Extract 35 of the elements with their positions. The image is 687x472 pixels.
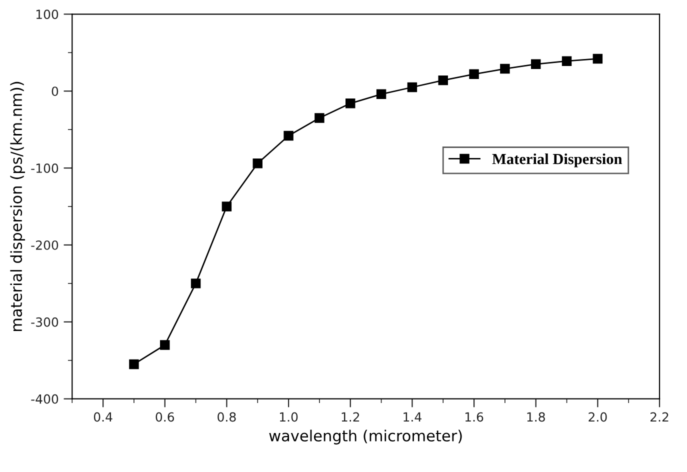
- x-tick-label: 0.8: [218, 412, 236, 422]
- point: [252, 158, 262, 168]
- point: [562, 56, 572, 66]
- x-tick-label: 1.6: [465, 412, 484, 422]
- point: [469, 69, 479, 80]
- x-tick-label: 2.0: [588, 412, 607, 422]
- x-tick-label: 0.4: [94, 412, 112, 422]
- x-axis-title: wavelength (micrometer): [269, 430, 462, 444]
- legend-label: Material Dispersion: [492, 153, 622, 168]
- x-tick-label: 0.6: [156, 412, 174, 422]
- point: [346, 98, 356, 108]
- point: [531, 59, 541, 70]
- y-tick-label: -400: [31, 394, 58, 404]
- x-tick-label: 1.0: [280, 412, 298, 422]
- point: [284, 130, 294, 141]
- point: [500, 64, 510, 74]
- y-tick-label: 0: [52, 86, 58, 96]
- y-axis-title: material dispersion (ps/(km.nm)): [10, 82, 26, 332]
- point: [592, 54, 603, 64]
- x-tick-label: 1.2: [342, 412, 360, 422]
- point: [222, 202, 232, 212]
- x-tick-label: 1.8: [527, 412, 545, 422]
- y-tick-label: 100: [36, 10, 58, 20]
- point: [160, 340, 170, 350]
- point: [438, 75, 448, 86]
- x-tick-label: 1.4: [404, 412, 422, 422]
- y-tick-label: -300: [31, 317, 58, 327]
- point: [129, 359, 139, 370]
- x-tick-label: 2.2: [650, 412, 668, 422]
- point: [190, 278, 201, 288]
- point: [407, 82, 418, 92]
- point: [376, 89, 386, 100]
- y-tick-label: -100: [31, 164, 58, 173]
- point: [314, 113, 324, 123]
- y-tick-label: -200: [31, 240, 58, 250]
